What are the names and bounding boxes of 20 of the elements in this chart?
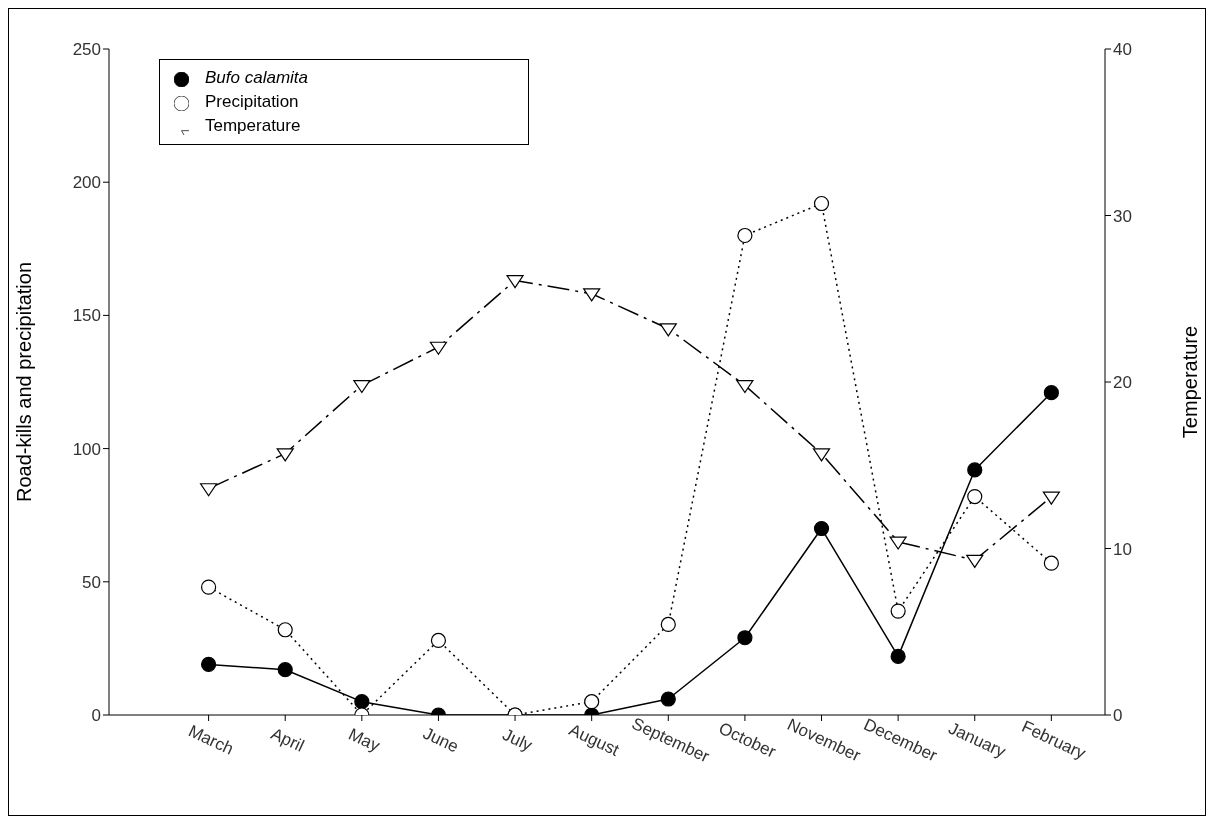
y-tick-label: 50 bbox=[82, 572, 101, 592]
legend-label: Bufo calamita bbox=[205, 68, 308, 87]
y2-tick-label: 40 bbox=[1113, 40, 1132, 60]
y2-tick-label: 20 bbox=[1113, 373, 1132, 393]
legend-label: Precipitation bbox=[205, 92, 299, 111]
y-axis-title: Road-kills and precipitation bbox=[13, 261, 36, 503]
y-tick-label: 150 bbox=[72, 306, 101, 326]
y2-tick-label: 30 bbox=[1113, 206, 1132, 226]
x-tick-label: May bbox=[345, 724, 384, 756]
y-tick-label: 0 bbox=[91, 706, 101, 726]
y-tick-label: 200 bbox=[72, 173, 101, 193]
x-tick-label: July bbox=[499, 725, 536, 756]
y-tick-label: 100 bbox=[72, 439, 101, 459]
y-tick-label: 250 bbox=[72, 40, 101, 60]
x-tick-label: June bbox=[420, 723, 462, 757]
y2-tick-label: 10 bbox=[1113, 539, 1132, 559]
x-tick-label: April bbox=[268, 724, 307, 756]
y2-axis-title: Temperature bbox=[1179, 325, 1202, 439]
legend-label: Temperature bbox=[205, 116, 301, 135]
y2-tick-label: 0 bbox=[1113, 706, 1123, 726]
